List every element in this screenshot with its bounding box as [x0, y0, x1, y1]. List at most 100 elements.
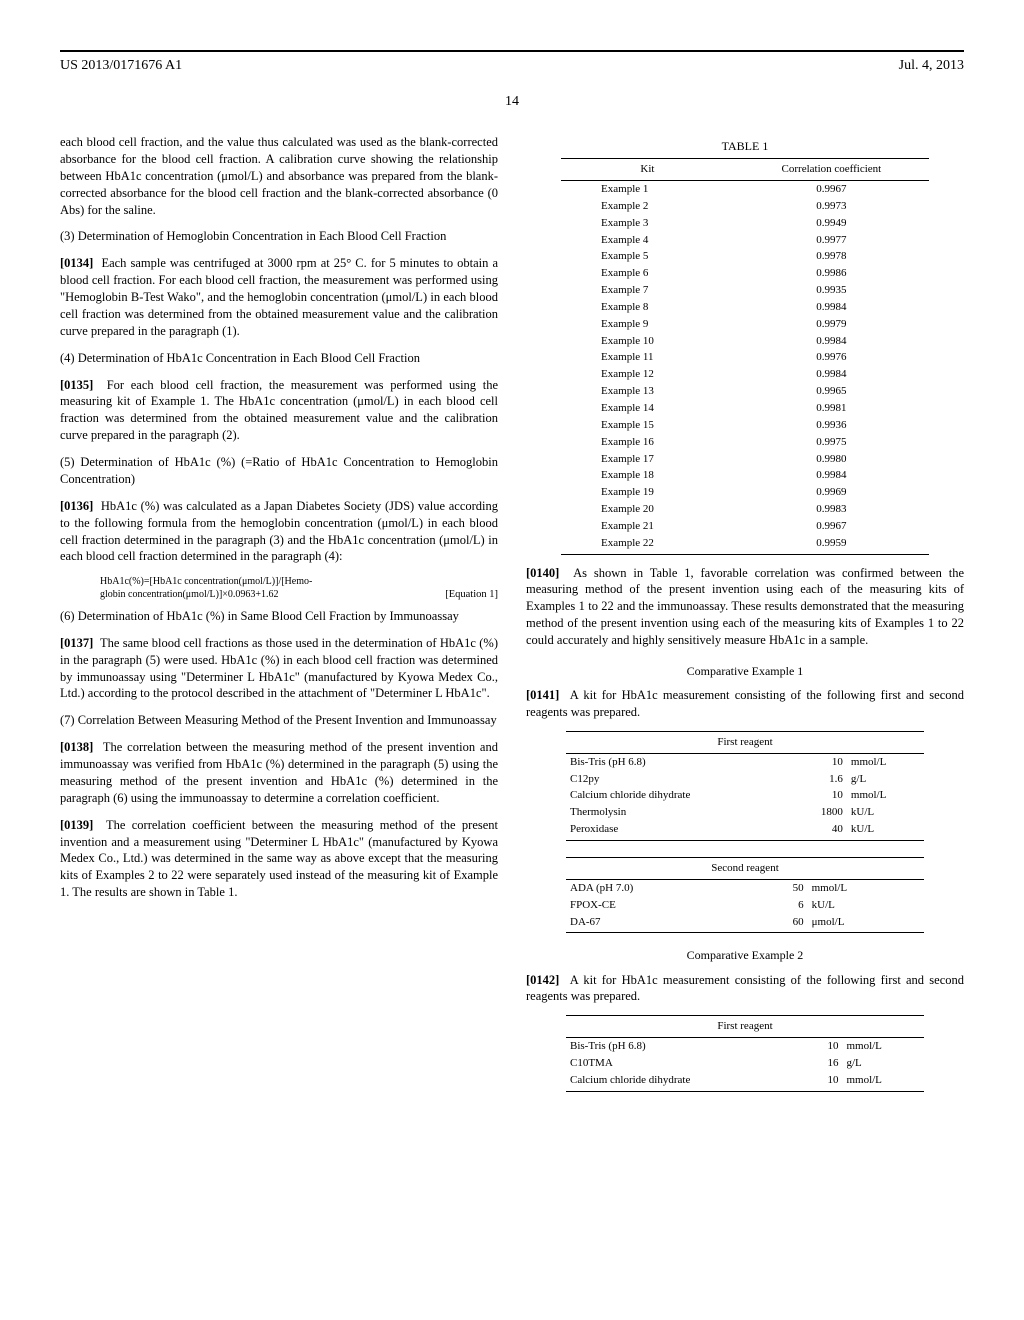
left-column: each blood cell fraction, and the value … [60, 134, 498, 1100]
reagent-value: 1.6 [794, 771, 847, 788]
reagent-value: 10 [794, 787, 847, 804]
table-cell-kit: Example 11 [561, 349, 734, 366]
reagent-unit: mmol/L [808, 879, 924, 896]
table-cell-kit: Example 10 [561, 333, 734, 350]
table-row: Example 220.9959 [561, 535, 929, 554]
table-cell-kit: Example 1 [561, 181, 734, 198]
table-cell-kit: Example 6 [561, 265, 734, 282]
table-cell-coeff: 0.9973 [734, 198, 929, 215]
table-row: Example 200.9983 [561, 501, 929, 518]
eq-line-2: globin concentration(μmol/L)]×0.0963+1.6… [100, 589, 279, 600]
para-0136: [0136] HbA1c (%) was calculated as a Jap… [60, 498, 498, 566]
para-0139-text: The correlation coefficient between the … [60, 818, 498, 900]
table-row: C10TMA16g/L [566, 1055, 924, 1072]
table-row: DA-6760μmol/L [566, 914, 924, 933]
table-cell-coeff: 0.9983 [734, 501, 929, 518]
reagent-value: 10 [794, 753, 847, 770]
table-row: Example 70.9935 [561, 282, 929, 299]
para-0137-text: The same blood cell fractions as those u… [60, 636, 498, 701]
table-row: Calcium chloride dihydrate10mmol/L [566, 787, 924, 804]
table-row: Example 140.9981 [561, 400, 929, 417]
table-row: Example 60.9986 [561, 265, 929, 282]
reagent-name: ADA (pH 7.0) [566, 879, 757, 896]
table-cell-coeff: 0.9967 [734, 181, 929, 198]
table-cell-coeff: 0.9936 [734, 417, 929, 434]
table-cell-kit: Example 9 [561, 316, 734, 333]
reagent-value: 16 [807, 1055, 843, 1072]
reagent-unit: kU/L [847, 821, 924, 840]
table-row: Example 80.9984 [561, 299, 929, 316]
comparative-example-1-head: Comparative Example 1 [526, 663, 964, 679]
para-0140: [0140] As shown in Table 1, favorable co… [526, 565, 964, 649]
table-cell-coeff: 0.9984 [734, 299, 929, 316]
table-1-col-kit: Kit [561, 159, 734, 181]
table-cell-coeff: 0.9980 [734, 451, 929, 468]
reagent-name: Calcium chloride dihydrate [566, 1072, 807, 1091]
page-header: US 2013/0171676 A1 Jul. 4, 2013 [60, 58, 964, 74]
doc-date: Jul. 4, 2013 [899, 58, 964, 74]
table-cell-kit: Example 16 [561, 434, 734, 451]
reagent-unit: kU/L [847, 804, 924, 821]
table-cell-coeff: 0.9984 [734, 467, 929, 484]
table-cell-kit: Example 21 [561, 518, 734, 535]
comp1-second-reagent-table: Second reagent ADA (pH 7.0)50mmol/LFPOX-… [566, 857, 924, 933]
comp1-second-reagent-title: Second reagent [566, 857, 924, 879]
table-cell-coeff: 0.9965 [734, 383, 929, 400]
reagent-unit: mmol/L [847, 753, 924, 770]
table-row: FPOX-CE6kU/L [566, 897, 924, 914]
comp1-first-reagent-title: First reagent [566, 731, 924, 753]
table-row: Example 110.9976 [561, 349, 929, 366]
equation-1: HbA1c(%)=[HbA1c concentration(μmol/L)]/[… [100, 575, 498, 602]
table-cell-coeff: 0.9986 [734, 265, 929, 282]
table-row: Example 100.9984 [561, 333, 929, 350]
table-cell-coeff: 0.9978 [734, 248, 929, 265]
para-0135-text: For each blood cell fraction, the measur… [60, 378, 498, 443]
reagent-value: 10 [807, 1038, 843, 1055]
reagent-value: 60 [757, 914, 808, 933]
table-cell-kit: Example 20 [561, 501, 734, 518]
table-cell-coeff: 0.9977 [734, 232, 929, 249]
reagent-name: C10TMA [566, 1055, 807, 1072]
para-0140-text: As shown in Table 1, favorable correlati… [526, 566, 964, 648]
para-0141-text: A kit for HbA1c measurement consisting o… [526, 688, 964, 719]
table-cell-coeff: 0.9935 [734, 282, 929, 299]
table-cell-coeff: 0.9975 [734, 434, 929, 451]
table-1-col-coeff: Correlation coefficient [734, 159, 929, 181]
header-rule [60, 50, 964, 52]
table-row: Example 210.9967 [561, 518, 929, 535]
table-cell-kit: Example 5 [561, 248, 734, 265]
table-cell-kit: Example 8 [561, 299, 734, 316]
table-row: Example 130.9965 [561, 383, 929, 400]
table-row: Example 180.9984 [561, 467, 929, 484]
table-row: Bis-Tris (pH 6.8)10mmol/L [566, 753, 924, 770]
eq-line-1: HbA1c(%)=[HbA1c concentration(μmol/L)]/[… [100, 576, 312, 587]
table-row: Example 30.9949 [561, 215, 929, 232]
table-cell-coeff: 0.9967 [734, 518, 929, 535]
table-row: Example 170.9980 [561, 451, 929, 468]
para-num-0138: [0138] [60, 740, 93, 754]
table-cell-kit: Example 17 [561, 451, 734, 468]
para-0134: [0134] Each sample was centrifuged at 30… [60, 255, 498, 339]
table-cell-coeff: 0.9959 [734, 535, 929, 554]
para-0138: [0138] The correlation between the measu… [60, 739, 498, 807]
para-0134-text: Each sample was centrifuged at 3000 rpm … [60, 256, 498, 338]
para-num-0139: [0139] [60, 818, 93, 832]
reagent-name: Bis-Tris (pH 6.8) [566, 753, 794, 770]
section-7-head: (7) Correlation Between Measuring Method… [60, 712, 498, 729]
table-cell-kit: Example 12 [561, 366, 734, 383]
comp2-first-reagent-table: First reagent Bis-Tris (pH 6.8)10mmol/LC… [566, 1015, 924, 1091]
reagent-unit: mmol/L [842, 1038, 924, 1055]
reagent-value: 40 [794, 821, 847, 840]
reagent-unit: mmol/L [842, 1072, 924, 1091]
para-0141: [0141] A kit for HbA1c measurement consi… [526, 687, 964, 721]
equation-label: [Equation 1] [445, 588, 498, 602]
reagent-name: Calcium chloride dihydrate [566, 787, 794, 804]
section-6-head: (6) Determination of HbA1c (%) in Same B… [60, 608, 498, 625]
reagent-name: DA-67 [566, 914, 757, 933]
comp2-first-reagent-title: First reagent [566, 1016, 924, 1038]
para-0135: [0135] For each blood cell fraction, the… [60, 377, 498, 445]
table-row: Example 90.9979 [561, 316, 929, 333]
reagent-name: Thermolysin [566, 804, 794, 821]
table-cell-kit: Example 13 [561, 383, 734, 400]
table-row: Example 50.9978 [561, 248, 929, 265]
